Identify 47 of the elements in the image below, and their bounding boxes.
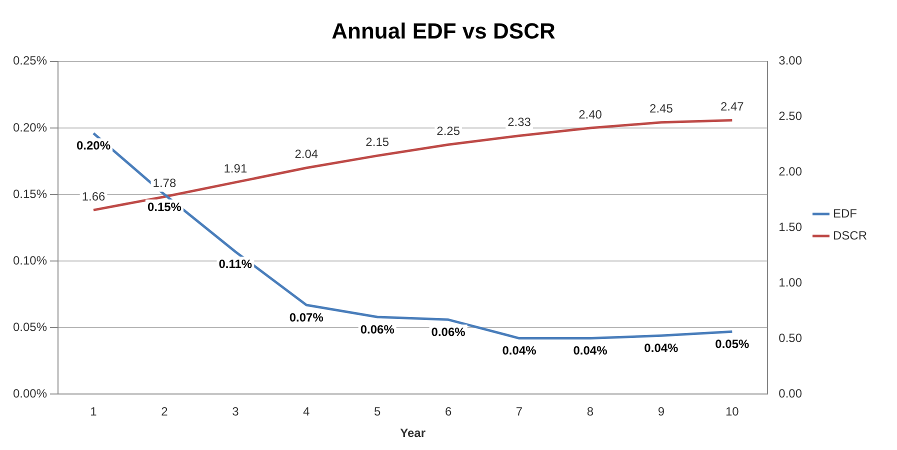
y2-tick-label: 0.50 <box>778 331 802 346</box>
x-tick-label: 6 <box>444 404 452 419</box>
data-label: 0.06% <box>431 324 466 339</box>
y-tick-label: 0.00% <box>12 386 48 401</box>
data-label: 0.04% <box>502 344 537 358</box>
y-tick-label: 0.05% <box>12 320 48 334</box>
y2-tick-label: 2.50 <box>778 109 802 124</box>
y2-tick-label: 2.00 <box>778 164 802 179</box>
y2-tick-label: 0.00 <box>778 386 802 401</box>
x-tick-label: 4 <box>303 404 310 419</box>
data-label: 0.05% <box>715 336 750 351</box>
x-tick-label: 8 <box>586 404 594 419</box>
data-label: 2.25 <box>436 124 460 138</box>
chart-title: Annual EDF vs DSCR <box>332 18 556 44</box>
x-tick-label: 5 <box>374 404 382 419</box>
data-label: 2.47 <box>720 100 744 114</box>
x-tick-label: 1 <box>90 404 98 419</box>
legend-label: EDF <box>833 206 857 220</box>
x-tick-label: 9 <box>658 404 665 419</box>
legend-label: DSCR <box>833 228 868 242</box>
x-tick-label: 2 <box>161 404 168 419</box>
data-label: 2.40 <box>578 107 602 122</box>
x-tick-label: 7 <box>516 404 523 419</box>
y2-tick-label: 1.50 <box>778 220 802 234</box>
data-label: 1.78 <box>152 176 176 190</box>
y-tick-label: 0.20% <box>12 120 48 134</box>
data-label: 2.15 <box>366 135 390 150</box>
data-label: 0.04% <box>644 340 679 355</box>
data-label: 2.33 <box>508 115 532 130</box>
x-tick-label: 3 <box>232 404 240 419</box>
y-tick-label: 0.10% <box>12 253 48 268</box>
data-label: 0.04% <box>573 344 608 358</box>
data-label: 0.20% <box>76 138 111 153</box>
data-label: 1.66 <box>82 189 106 204</box>
data-label: 2.45 <box>650 102 674 116</box>
data-label: 1.91 <box>224 162 248 176</box>
data-label: 0.06% <box>360 322 395 336</box>
y-tick-label: 0.25% <box>12 54 48 68</box>
data-label: 0.11% <box>218 257 252 272</box>
x-axis-title: Year <box>400 426 426 440</box>
data-label: 0.15% <box>147 200 182 214</box>
y2-tick-label: 3.00 <box>778 54 802 68</box>
x-tick-label: 10 <box>725 404 740 419</box>
y-tick-label: 0.15% <box>12 186 48 201</box>
y2-tick-label: 1.00 <box>778 276 802 290</box>
data-label: 2.04 <box>294 147 318 162</box>
data-label: 0.07% <box>289 310 324 324</box>
